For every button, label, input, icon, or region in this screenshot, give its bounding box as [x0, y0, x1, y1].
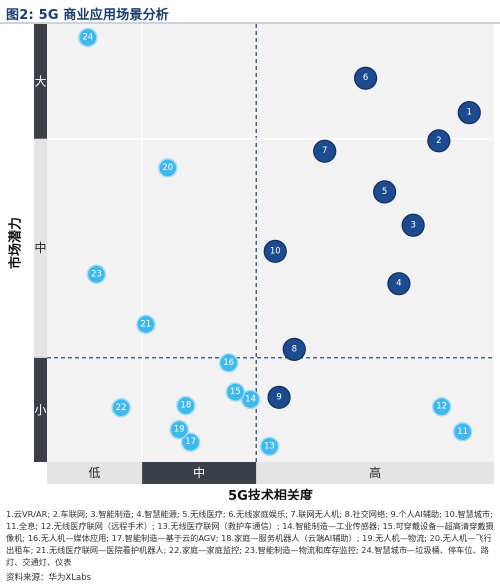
point-marker [136, 314, 156, 335]
point-marker [218, 353, 239, 373]
point-label: 4 [396, 279, 401, 289]
data-point: 10 [263, 239, 287, 263]
data-point: 4 [387, 272, 411, 296]
point-marker [282, 337, 306, 361]
data-point: 14 [240, 389, 261, 410]
data-point: 16 [218, 353, 239, 373]
point-label: 17 [185, 437, 196, 447]
y-band [34, 24, 47, 139]
x-band [142, 462, 257, 484]
point-label: 19 [174, 425, 185, 435]
data-point: 17 [180, 432, 201, 452]
x-tick-label: 高 [369, 465, 381, 480]
point-label: 16 [223, 358, 234, 368]
point-marker [387, 272, 411, 296]
point-marker [169, 419, 189, 440]
point-marker [78, 27, 98, 48]
data-point: 23 [86, 264, 107, 285]
y-band [34, 138, 47, 358]
band-layer [34, 24, 494, 484]
x-band [47, 462, 143, 484]
y-tick-label: 小 [34, 403, 46, 417]
scatter-chart: 123456789101112131415161718192021222324 … [8, 24, 494, 500]
data-point: 15 [225, 382, 246, 402]
point-label: 11 [457, 427, 468, 437]
y-tick-label: 大 [34, 74, 46, 88]
divider-layer [47, 24, 494, 462]
data-point: 13 [259, 436, 280, 457]
point-marker [158, 158, 178, 178]
x-tick-label: 中 [193, 465, 205, 480]
data-point: 22 [111, 398, 131, 418]
legend-text: 1.云VR/AR; 2.车联网; 3.智能制造; 4.智慧能源; 5.无线医疗;… [6, 509, 494, 567]
point-marker [180, 432, 201, 452]
data-point: 1 [457, 101, 481, 125]
point-label: 1 [467, 108, 472, 118]
point-marker [225, 382, 246, 402]
point-marker [111, 398, 131, 418]
point-label: 10 [270, 246, 281, 256]
point-label: 23 [91, 269, 102, 279]
y-axis-title: 市场潜力 [8, 217, 24, 269]
point-label: 7 [322, 146, 327, 156]
data-point: 21 [136, 314, 156, 335]
axis-layer: 小中大低中高5G技术相关度市场潜力 [8, 74, 382, 500]
point-marker [401, 213, 425, 237]
point-marker [313, 139, 337, 163]
point-label: 2 [436, 136, 441, 146]
point-label: 6 [363, 73, 368, 83]
data-point: 8 [282, 337, 306, 361]
point-marker [267, 385, 291, 409]
y-band [34, 357, 47, 462]
point-marker [373, 180, 397, 204]
data-point: 6 [354, 66, 378, 90]
point-marker [259, 436, 280, 457]
point-marker [354, 66, 378, 90]
point-label: 9 [276, 392, 281, 402]
data-point: 2 [427, 129, 451, 153]
point-label: 3 [410, 220, 415, 230]
x-band [256, 462, 494, 484]
point-label: 18 [180, 401, 191, 411]
point-label: 5 [382, 187, 387, 197]
data-point: 9 [267, 385, 291, 409]
point-marker [457, 101, 481, 125]
point-label: 12 [436, 402, 447, 412]
data-point: 12 [431, 396, 452, 417]
data-point: 11 [452, 422, 473, 442]
data-point: 7 [313, 139, 337, 163]
data-point: 19 [169, 419, 189, 440]
data-point: 18 [176, 395, 196, 416]
point-marker [263, 239, 287, 263]
data-point: 5 [373, 180, 397, 204]
data-point: 24 [78, 27, 98, 48]
point-marker [86, 264, 107, 285]
source-line: 资料来源：华为XLabs [6, 573, 92, 583]
point-label: 20 [162, 163, 173, 173]
x-axis-title: 5G技术相关度 [228, 488, 314, 500]
x-tick-label: 低 [89, 466, 101, 480]
point-label: 22 [116, 403, 127, 413]
point-marker [452, 422, 473, 442]
point-label: 15 [230, 387, 241, 397]
y-tick-label: 中 [34, 240, 46, 255]
point-label: 13 [264, 441, 275, 451]
figure-title: 图2: 5G 商业应用场景分析 [6, 8, 170, 23]
point-marker [427, 129, 451, 153]
point-label: 14 [245, 394, 256, 404]
point-marker [176, 395, 196, 416]
point-label: 24 [82, 33, 93, 43]
data-point: 20 [158, 158, 178, 178]
point-label: 8 [292, 344, 297, 354]
point-label: 21 [140, 319, 151, 329]
point-marker [431, 396, 452, 417]
data-point: 3 [401, 213, 425, 237]
title-divider [0, 22, 500, 24]
